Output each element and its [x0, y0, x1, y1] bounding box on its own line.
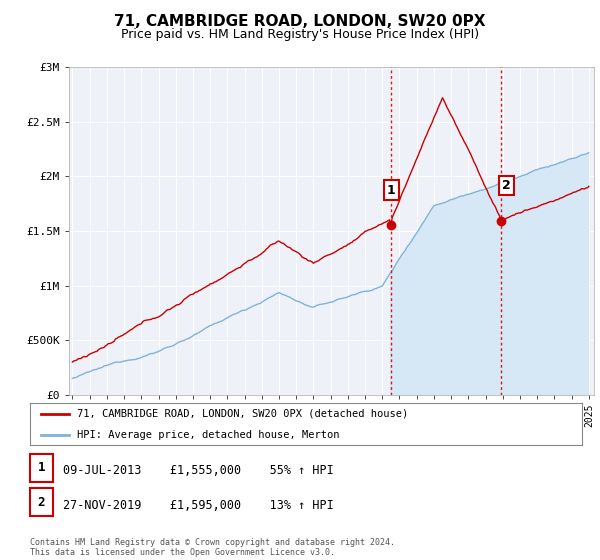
Text: 1: 1 — [387, 184, 395, 197]
Text: 27-NOV-2019    £1,595,000    13% ↑ HPI: 27-NOV-2019 £1,595,000 13% ↑ HPI — [63, 499, 334, 512]
Text: 09-JUL-2013    £1,555,000    55% ↑ HPI: 09-JUL-2013 £1,555,000 55% ↑ HPI — [63, 464, 334, 477]
Text: 71, CAMBRIDGE ROAD, LONDON, SW20 0PX (detached house): 71, CAMBRIDGE ROAD, LONDON, SW20 0PX (de… — [77, 409, 408, 419]
Text: Contains HM Land Registry data © Crown copyright and database right 2024.
This d: Contains HM Land Registry data © Crown c… — [30, 538, 395, 557]
Text: Price paid vs. HM Land Registry's House Price Index (HPI): Price paid vs. HM Land Registry's House … — [121, 28, 479, 41]
Text: 1: 1 — [38, 461, 45, 474]
Text: 71, CAMBRIDGE ROAD, LONDON, SW20 0PX: 71, CAMBRIDGE ROAD, LONDON, SW20 0PX — [114, 14, 486, 29]
Text: 2: 2 — [502, 179, 511, 192]
Text: 2: 2 — [38, 496, 45, 509]
Text: HPI: Average price, detached house, Merton: HPI: Average price, detached house, Mert… — [77, 430, 340, 440]
